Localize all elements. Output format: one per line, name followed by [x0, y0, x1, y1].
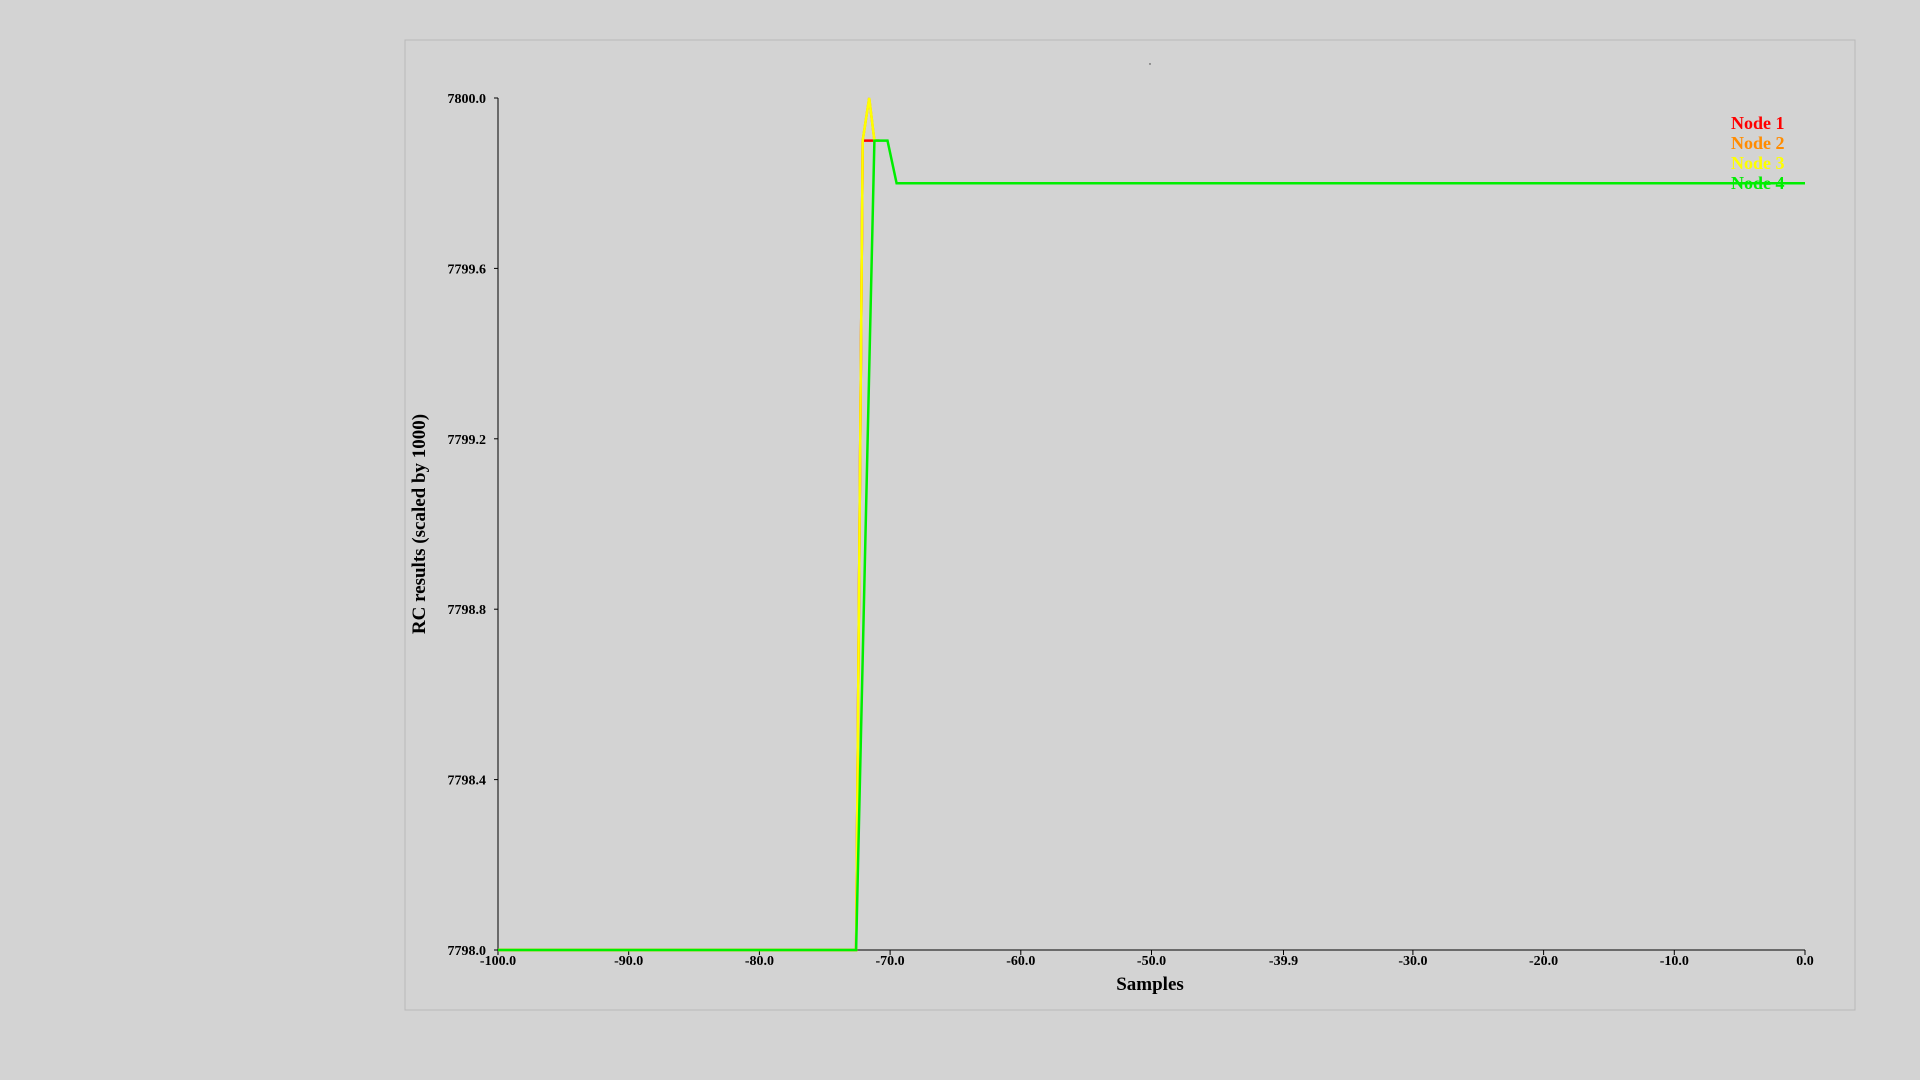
x-tick-label: -20.0	[1529, 954, 1558, 969]
x-tick-label: -100.0	[480, 954, 516, 969]
x-tick-label: -70.0	[876, 954, 905, 969]
x-tick-label: -30.0	[1398, 954, 1427, 969]
legend-item-node-1: Node 1	[1731, 113, 1785, 133]
legend-item-node-3: Node 3	[1731, 153, 1785, 173]
y-tick-label: 7799.2	[448, 433, 487, 448]
y-tick-label: 7800.0	[448, 92, 487, 107]
x-axis-title: Samples	[1116, 974, 1184, 995]
chart-title-dot	[1149, 63, 1151, 65]
x-tick-label: -50.0	[1137, 954, 1166, 969]
x-tick-label: -39.9	[1269, 954, 1298, 969]
series-lines	[498, 97, 1805, 952]
x-tick-label: -90.0	[614, 954, 643, 969]
x-tick-label: -10.0	[1660, 954, 1689, 969]
y-ticks: 7798.0 7798.4 7798.8 7799.2 7799.6 7800.0	[448, 92, 498, 959]
y-tick-label: 7798.4	[448, 774, 487, 789]
y-tick-label: 7799.6	[448, 262, 487, 277]
x-tick-label: 0.0	[1796, 954, 1814, 969]
chart-panel	[404, 39, 1856, 1011]
x-ticks: -100.0 -90.0 -80.0 -70.0 -60.0 -50.0 -39.9 -30.…	[480, 950, 1814, 969]
y-axis-title: RC results (scaled by 1000)	[409, 414, 430, 634]
x-tick-label: -60.0	[1006, 954, 1035, 969]
y-tick-label: 7798.8	[448, 603, 487, 618]
y-tick-label: 7798.0	[448, 944, 487, 959]
legend-item-node-4: Node 4	[1731, 173, 1785, 193]
x-tick-label: -80.0	[745, 954, 774, 969]
series-line-node-4	[498, 139, 1805, 952]
legend-item-node-2: Node 2	[1731, 133, 1785, 153]
